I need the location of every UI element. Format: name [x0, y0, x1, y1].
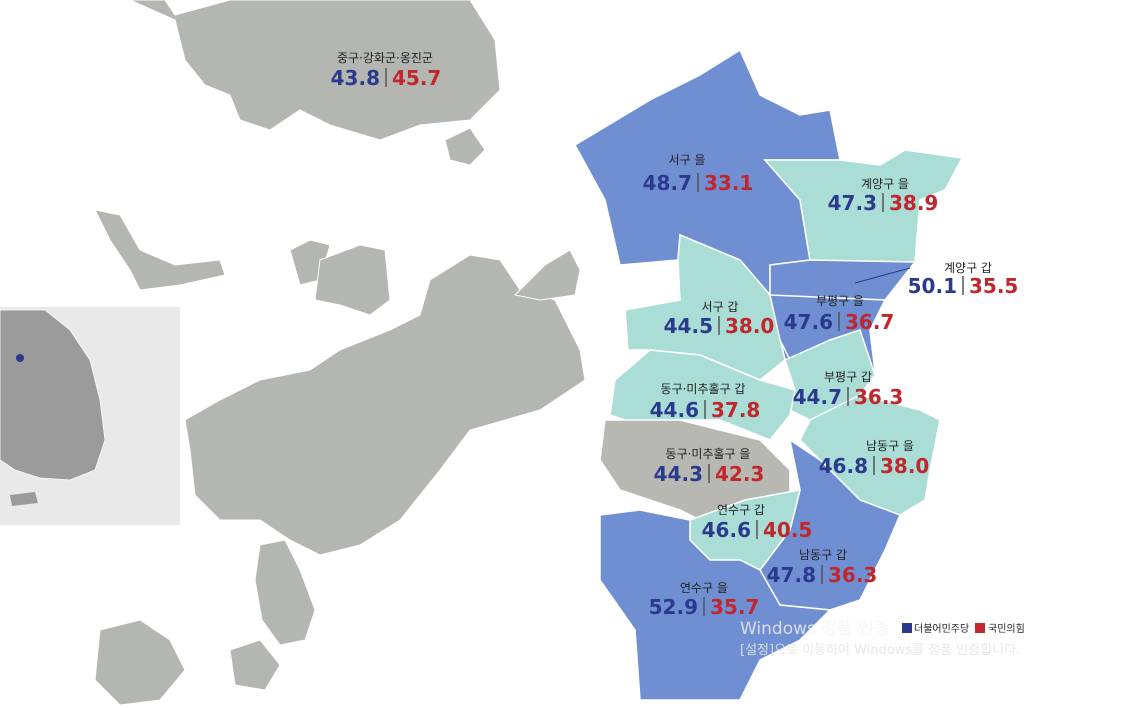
district-name: 계양구 갑: [944, 261, 992, 275]
dem-share: 46.6: [702, 518, 751, 542]
dem-share: 48.7: [643, 171, 692, 195]
dem-share: 50.1: [908, 274, 957, 298]
dem-share: 43.8: [331, 66, 380, 90]
district-name: 부평구 갑: [824, 370, 872, 384]
dem-share: 44.6: [650, 398, 699, 422]
district-name: 서구 갑: [702, 300, 739, 314]
ppp-share: 36.7: [845, 310, 894, 334]
ppp-share: 38.9: [889, 191, 938, 215]
ppp-share: 45.7: [392, 66, 441, 90]
dem-share: 52.9: [649, 595, 698, 619]
district-name: 계양구 을: [861, 177, 909, 191]
ppp-share: 36.3: [854, 385, 903, 409]
dem-share: 47.8: [767, 563, 816, 587]
district-name: 동구·미추홀구 갑: [661, 382, 746, 396]
dem-share: 47.6: [784, 310, 833, 334]
ppp-share: 38.0: [725, 314, 774, 338]
ppp-share: 35.7: [710, 595, 759, 619]
legend-label: 국민의힘: [988, 623, 1025, 635]
district-name: 중구·강화군·옹진군: [337, 51, 433, 65]
ppp-share: 38.0: [880, 454, 929, 478]
district-name: 남동구 을: [866, 439, 914, 453]
district-name: 남동구 갑: [799, 548, 847, 562]
ppp-share: 42.3: [715, 462, 764, 486]
ppp-share: 35.5: [969, 274, 1018, 298]
district-name: 부평구 을: [816, 294, 864, 308]
district-name: 동구·미추홀구 을: [666, 447, 751, 461]
inset-map: [0, 307, 180, 525]
ppp-share: 37.8: [711, 398, 760, 422]
legend: 더불어민주당 국민의힘: [902, 623, 1025, 635]
watermark: Windows 정품 인증 [설정]으로 이동하여 Windows를 정품 인증…: [740, 619, 1020, 658]
dem-share: 44.7: [793, 385, 842, 409]
ppp-share: 40.5: [763, 518, 812, 542]
district-name: 연수구 갑: [717, 503, 765, 517]
ppp-share: 33.1: [704, 171, 753, 195]
district-name: 연수구 을: [680, 581, 728, 595]
dem-share: 44.3: [654, 462, 703, 486]
legend-label: 더불어민주당: [914, 623, 969, 635]
dem-share: 44.5: [664, 314, 713, 338]
district-name: 서구 을: [669, 153, 706, 167]
dem-share: 47.3: [828, 191, 877, 215]
dem-share: 46.8: [819, 454, 868, 478]
districts: [573, 48, 964, 701]
watermark-title: Windows 정품 인증: [740, 619, 889, 639]
islands: [94, 0, 586, 706]
watermark-text: [설정]으로 이동하여 Windows를 정품 인증합니다.: [740, 643, 1020, 658]
ppp-share: 36.3: [828, 563, 877, 587]
